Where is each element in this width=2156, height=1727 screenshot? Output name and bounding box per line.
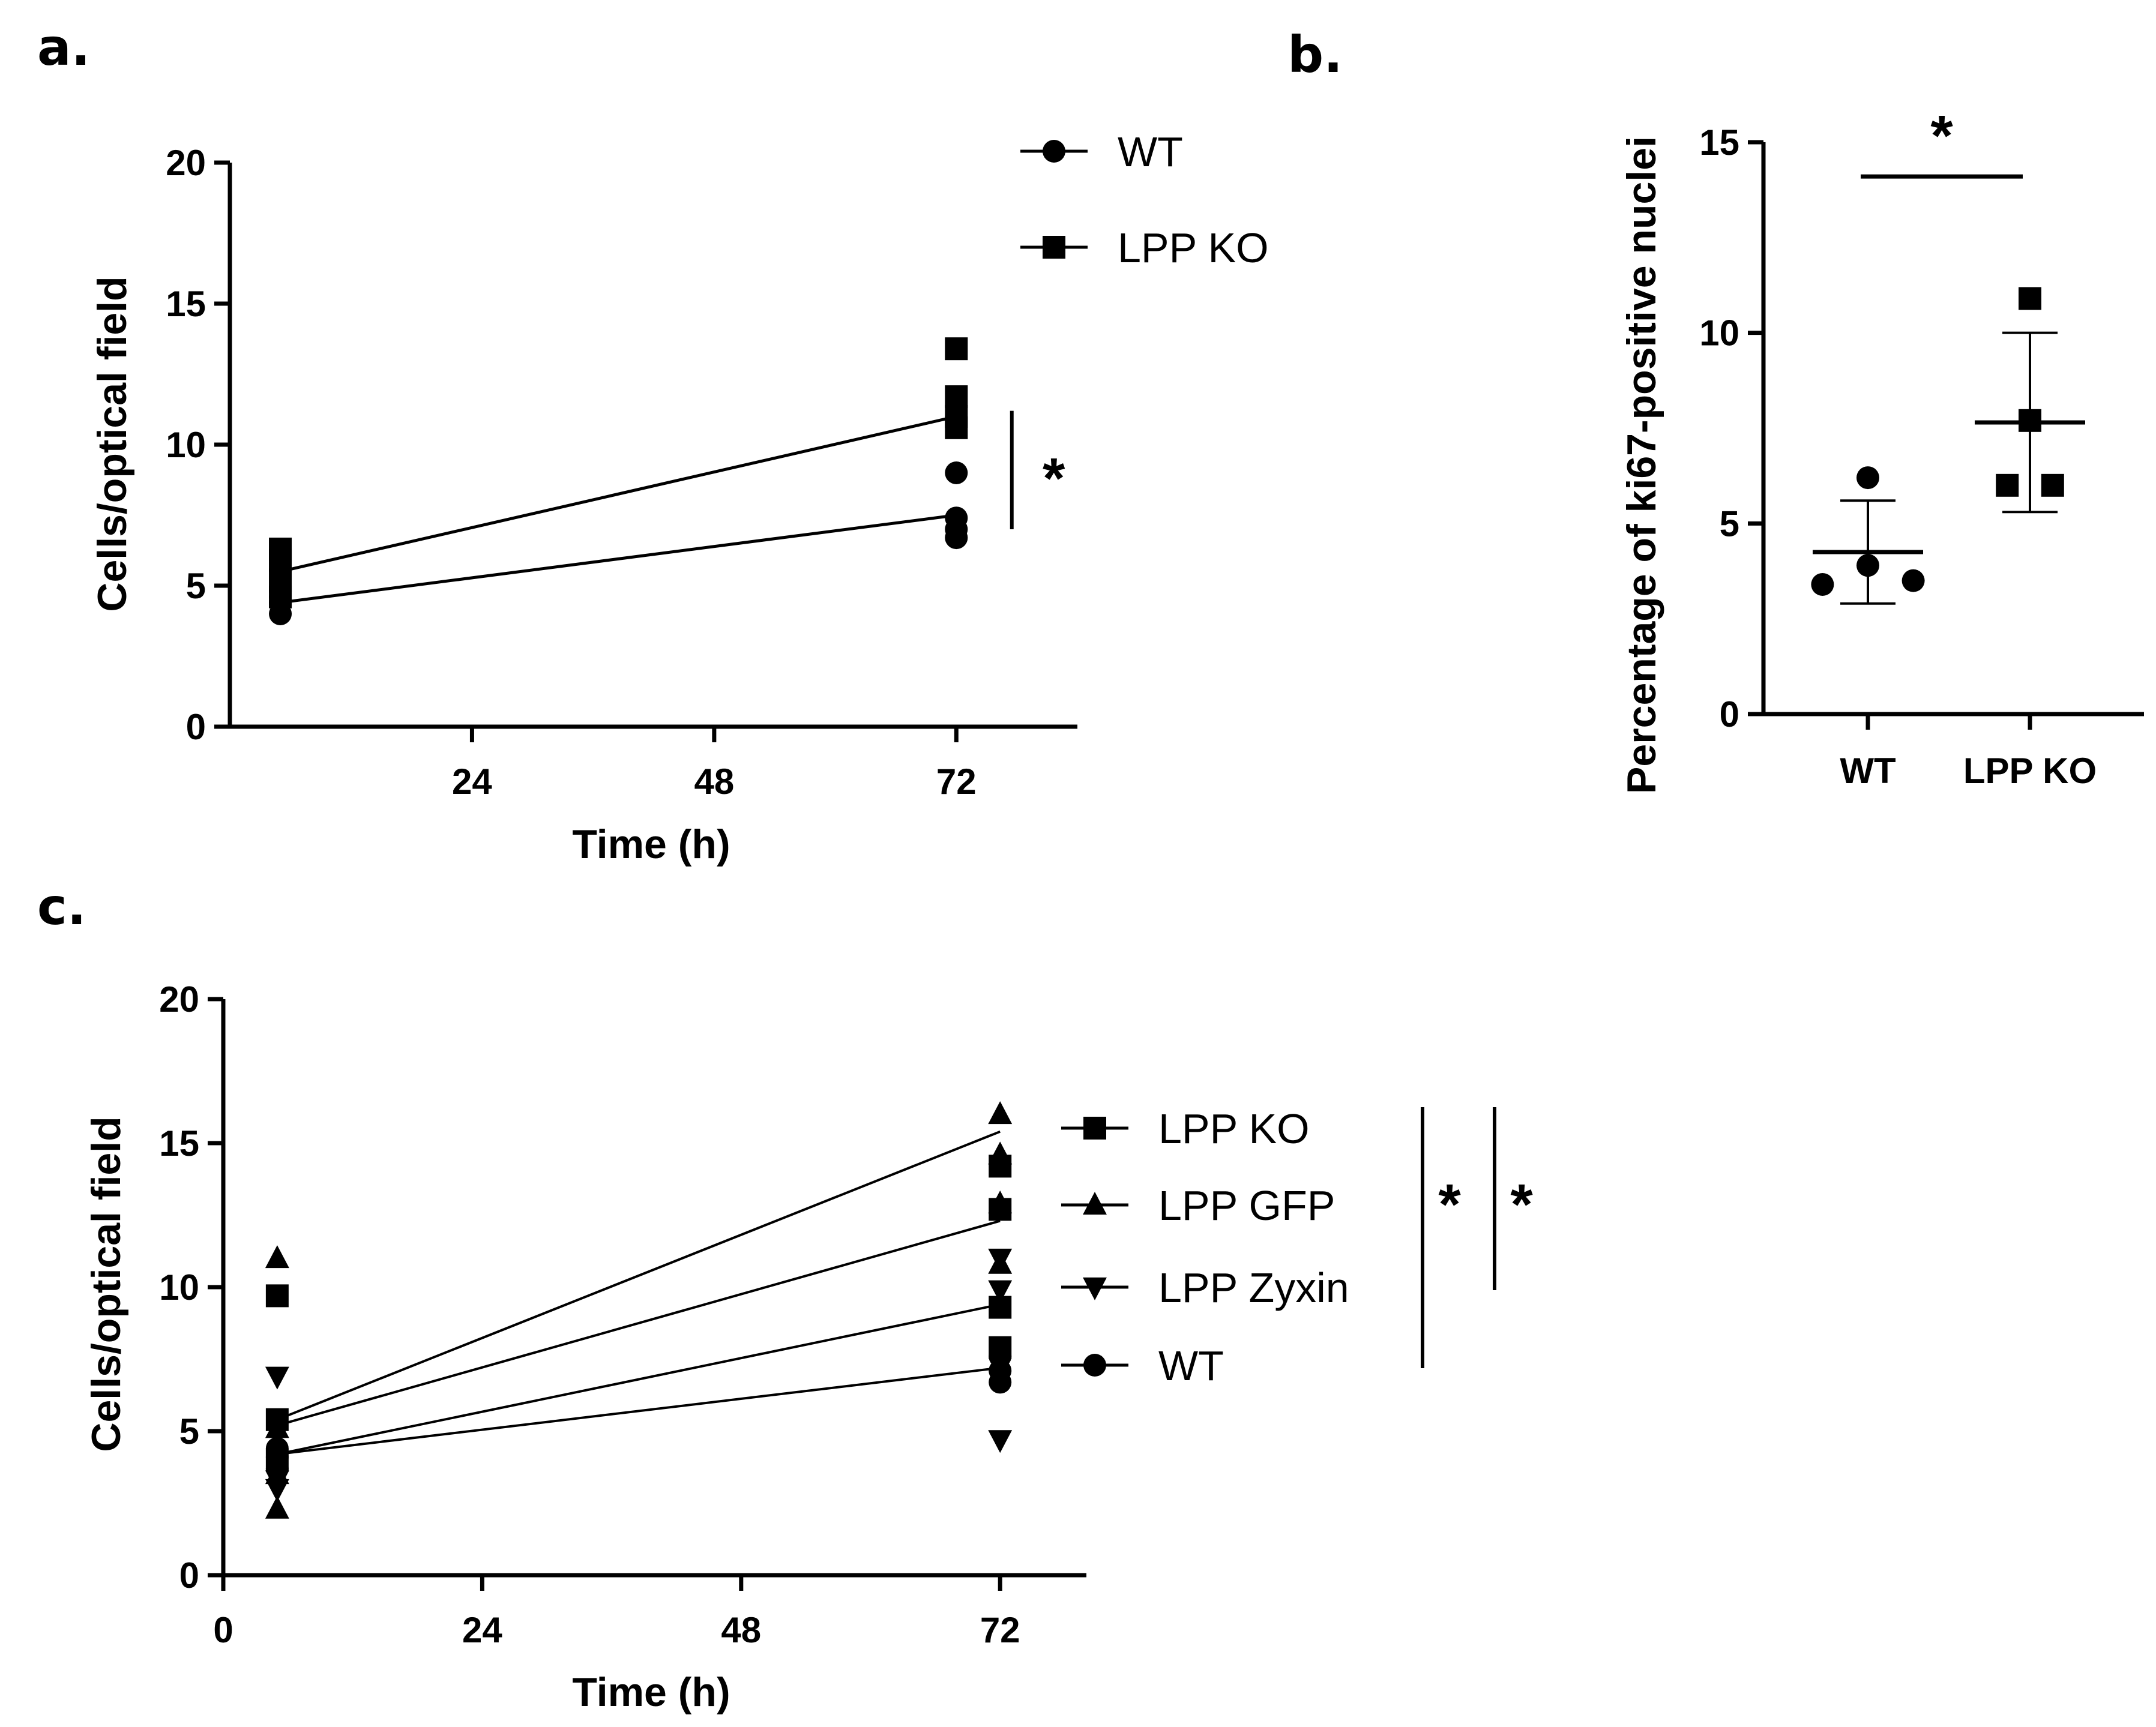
data-point-lpp-ko (2019, 409, 2041, 432)
panel-c-x-tick-label: 24 (462, 1610, 502, 1650)
data-point-wt (945, 506, 968, 530)
panel-c-x-tick-label: 72 (980, 1610, 1020, 1650)
panel-label-a: a. (37, 18, 91, 77)
data-point-lpp-gfp (988, 1141, 1013, 1165)
panel-a-y-axis-title: Cells/optical field (89, 276, 135, 611)
data-point-lpp-ko (945, 405, 968, 428)
panel-a-y-tick-label: 10 (166, 425, 206, 465)
data-point-lpp-zyxin (988, 1280, 1013, 1303)
data-point-wt (265, 1437, 289, 1460)
panel-b-x-tick-label: LPP KO (1963, 751, 2097, 791)
series-line-wt (280, 514, 957, 604)
data-point-lpp-ko (269, 568, 292, 592)
data-point-lpp-gfp (988, 1190, 1013, 1213)
panel-c-y-tick-label: 20 (159, 979, 199, 1020)
legend-marker-lpp-ko (1043, 236, 1065, 259)
panel-a-x-axis-title: Time (h) (572, 821, 730, 867)
data-point-wt (1811, 572, 1834, 596)
data-point-lpp-ko (2041, 473, 2064, 497)
panel-a-chart: 0 5 10 15 20 24 48 72 WT LPP KO * Time (h) Cells… (89, 128, 1269, 867)
legend-label-lpp-zyxin: LPP Zyxin (1158, 1264, 1349, 1311)
data-point-lpp-gfp (265, 1245, 289, 1269)
panel-b-y-tick-label: 5 (1720, 503, 1739, 544)
panel-label-b: b. (1287, 25, 1343, 84)
legend-marker-wt (1083, 1354, 1106, 1377)
panel-a-y-tick-label: 15 (166, 284, 206, 324)
panel-a-x-tick-label: 24 (452, 761, 492, 802)
panel-c-y-tick-label: 0 (179, 1555, 199, 1596)
data-point-lpp-ko (945, 385, 968, 409)
data-point-lpp-ko (945, 337, 968, 361)
data-point-lpp-gfp (988, 1101, 1013, 1125)
panel-a-x-tick-label: 72 (936, 761, 977, 802)
series-line-lpp-zyxin (277, 1303, 1001, 1456)
panel-label-c: c. (37, 877, 86, 936)
panel-a-y-tick-label: 5 (186, 566, 206, 606)
data-point-lpp-zyxin (988, 1248, 1013, 1272)
panel-a-y-tick-label: 20 (166, 143, 206, 183)
panel-b-y-tick-label: 0 (1720, 694, 1739, 734)
panel-c-x-axis-title: Time (h) (572, 1669, 730, 1715)
data-point-lpp-ko (1996, 473, 2019, 497)
legend-label-wt: WT (1118, 128, 1183, 175)
panel-c-legend: LPP KO LPP GFP LPP Zyxin WT (1061, 1105, 1349, 1389)
significance-star: * (1510, 1173, 1533, 1237)
panel-c-x-tick-label: 48 (721, 1610, 761, 1650)
series-line-wt (277, 1366, 1001, 1456)
panel-a-x-tick-label: 48 (694, 761, 734, 802)
significance-star: * (1930, 104, 1953, 168)
significance-star: * (1438, 1173, 1461, 1237)
data-point-lpp-zyxin (988, 1430, 1013, 1453)
data-point-lpp-zyxin (265, 1366, 289, 1390)
series-line-lpp-ko (277, 1219, 1001, 1427)
data-point-lpp-gfp (265, 1495, 289, 1519)
data-point-lpp-ko (265, 1284, 289, 1308)
data-point-lpp-gfp (265, 1415, 289, 1438)
panel-b-y-axis-title: Percentage of ki67-positive nuclei (1619, 136, 1664, 794)
data-point-lpp-ko (269, 537, 292, 560)
legend-marker-wt (1043, 140, 1065, 163)
data-point-wt (945, 461, 968, 484)
panel-c-y-tick-label: 10 (159, 1267, 199, 1308)
data-point-wt (1856, 466, 1879, 490)
data-point-wt (989, 1345, 1012, 1368)
data-point-lpp-ko (2019, 287, 2041, 310)
panel-b-x-tick-label: WT (1840, 751, 1896, 791)
panel-c-y-tick-label: 15 (159, 1123, 199, 1164)
panel-b-y-tick-label: 10 (1699, 313, 1739, 353)
legend-label-lpp-ko: LPP KO (1118, 224, 1269, 271)
series-line-lpp-ko (280, 415, 957, 573)
panel-c-y-axis-title: Cells/optical field (83, 1116, 129, 1452)
data-point-wt (1856, 554, 1879, 577)
panel-b-y-tick-label: 15 (1699, 122, 1739, 163)
legend-marker-lpp-zyxin (1083, 1277, 1107, 1300)
series-line-lpp-gfp (277, 1130, 1001, 1421)
legend-marker-lpp-gfp (1083, 1192, 1107, 1215)
legend-marker-lpp-ko (1083, 1117, 1106, 1140)
legend-label-lpp-ko: LPP KO (1158, 1105, 1310, 1152)
significance-star: * (1043, 446, 1065, 511)
legend-label-wt: WT (1158, 1342, 1224, 1389)
panel-a-legend: WT LPP KO (1020, 128, 1269, 271)
panel-a-y-tick-label: 0 (186, 707, 206, 747)
panel-b-chart: 0 5 10 15 WT LPP KO * Percentage of ki67-posi… (1619, 104, 2144, 794)
legend-label-lpp-gfp: LPP GFP (1158, 1182, 1335, 1229)
panel-c-x-tick-label: 0 (213, 1610, 233, 1650)
panel-c-chart: 0 5 10 15 20 0 24 48 72 LPP KO LPP GFP LPP Zyxin WT… (83, 979, 1533, 1715)
panel-c-y-tick-label: 5 (179, 1411, 199, 1452)
data-point-wt (1902, 569, 1925, 592)
